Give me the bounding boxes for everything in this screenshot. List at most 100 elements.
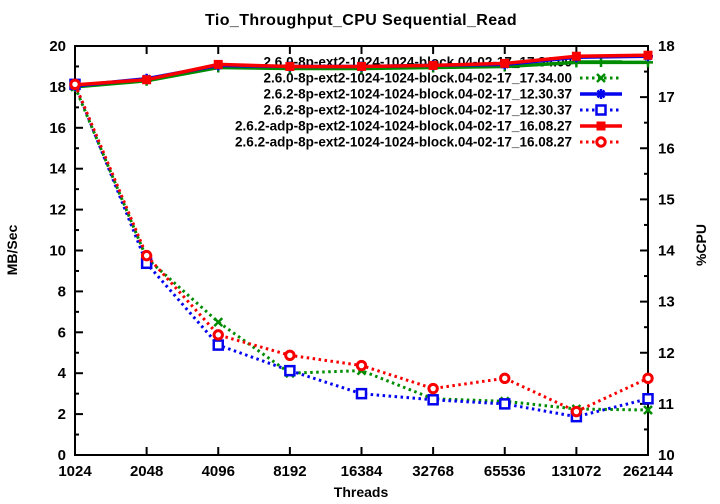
legend-label: 2.6.2-adp-8p-ext2-1024-1024-block.04-02-… (235, 119, 572, 134)
open-circle-marker-glyph (570, 405, 583, 418)
legend-label: 2.6.2-adp-8p-ext2-1024-1024-block.04-02-… (235, 135, 572, 150)
y-tick-label: 18 (49, 79, 66, 96)
square-filled-marker (596, 121, 606, 131)
open-circle-marker-glyph (69, 78, 81, 91)
x-tick-label: 65536 (484, 463, 526, 480)
cross-marker-glyph (596, 73, 606, 83)
open-square-marker-glyph (284, 364, 296, 377)
data-series (69, 50, 654, 423)
y-tick-label: 2 (58, 406, 66, 423)
chart-title: Tio_Throughput_CPU Sequential_Read (205, 12, 517, 29)
filled-square-marker-glyph (428, 60, 438, 70)
cross-marker-glyph (213, 317, 224, 327)
legend-entry: 2.6.2-8p-ext2-1024-1024-block.04-02-17_1… (264, 103, 622, 118)
open-circle-marker-glyph (212, 329, 224, 341)
y-tick-label: 20 (49, 38, 66, 55)
square-open-marker (427, 394, 439, 406)
filled-square-marker-glyph (142, 75, 152, 85)
square-open-marker (284, 364, 296, 377)
square-open-marker (499, 398, 511, 410)
y-tick-label: 6 (58, 324, 66, 341)
filled-square-marker-glyph (213, 59, 223, 69)
cross-marker (596, 73, 606, 83)
cross-marker (643, 405, 653, 415)
circle-open-marker (499, 372, 511, 385)
y-tick-label: 10 (49, 243, 66, 260)
y2-tick-label: 18 (658, 38, 675, 55)
filled-square-marker-glyph (285, 61, 295, 71)
y-tick-label: 0 (58, 447, 66, 464)
open-square-marker-glyph (212, 339, 224, 351)
y-tick-label: 8 (58, 283, 66, 300)
x-tick-label: 32768 (412, 463, 454, 480)
open-circle-marker-glyph (642, 372, 654, 385)
circle-open-marker (570, 405, 583, 418)
x-tick-label: 1024 (58, 463, 92, 480)
circle-open-marker (212, 329, 224, 341)
filled-square-marker-glyph (643, 50, 653, 60)
square-open-marker (212, 339, 224, 351)
asterisk-marker-glyph (596, 89, 606, 99)
open-circle-marker-glyph (499, 372, 511, 385)
legend-entry: 2.6.0-8p-ext2-1024-1024-block.04-02-17_1… (264, 71, 622, 86)
y2-axis-label: %CPU (693, 224, 709, 266)
y-tick-label: 4 (58, 365, 67, 382)
open-square-marker-glyph (427, 394, 439, 406)
open-square-marker-glyph (355, 387, 368, 400)
y-tick-label: 16 (49, 120, 66, 137)
open-square-marker-glyph (499, 398, 511, 410)
x-tick-label: 262144 (623, 463, 674, 480)
x-tick-label: 8192 (273, 463, 306, 480)
y2-tick-label: 13 (658, 294, 675, 311)
y2-tick-label: 17 (658, 89, 675, 106)
series-dotted-cpu (69, 78, 654, 418)
cross-marker (213, 317, 224, 327)
x-tick-label: 4096 (202, 463, 235, 480)
filled-square-marker-glyph (571, 51, 581, 61)
legend-entry: 2.6.2-adp-8p-ext2-1024-1024-block.04-02-… (235, 135, 622, 150)
square-open-marker (642, 393, 654, 405)
square-filled-marker (500, 58, 510, 68)
square-filled-marker (571, 51, 581, 61)
y-tick-label: 14 (49, 161, 66, 178)
open-circle-marker-glyph (427, 382, 439, 395)
y2-tick-label: 10 (658, 447, 675, 464)
square-open-marker (595, 104, 607, 116)
square-filled-marker (142, 75, 152, 85)
y2-tick-label: 16 (658, 140, 675, 157)
y2-tick-label: 15 (658, 191, 675, 208)
square-filled-marker (285, 61, 295, 71)
circle-open-marker (595, 136, 607, 148)
axis-ticks: 1024 2048 4096 8192 16384 32768 65536 131072 262… (49, 38, 675, 480)
open-circle-marker-glyph (284, 349, 296, 362)
y2-tick-label: 12 (658, 345, 675, 362)
cross-marker-glyph (643, 405, 653, 415)
open-square-marker-glyph (595, 104, 607, 116)
filled-square-marker-glyph (596, 121, 606, 131)
circle-open-marker (427, 382, 439, 395)
square-open-marker (355, 387, 368, 400)
circle-open-marker (140, 249, 153, 262)
y2-tick-label: 11 (658, 396, 674, 413)
legend-label: 2.6.2-8p-ext2-1024-1024-block.04-02-17_1… (264, 87, 572, 102)
open-circle-marker-glyph (595, 136, 607, 148)
circle-open-marker (284, 349, 296, 362)
square-filled-marker (643, 50, 653, 60)
legend-entry: 2.6.2-8p-ext2-1024-1024-block.04-02-17_1… (264, 87, 622, 102)
circle-open-marker (355, 359, 368, 372)
filled-square-marker-glyph (357, 61, 366, 71)
asterisk-marker (596, 89, 606, 99)
y-tick-label: 12 (49, 202, 66, 219)
y-axis-label: MB/Sec (4, 225, 20, 276)
circle-open-marker (642, 372, 654, 385)
open-square-marker-glyph (642, 393, 654, 405)
legend-label: 2.6.2-8p-ext2-1024-1024-block.04-02-17_1… (264, 103, 572, 118)
y2-tick-label: 14 (658, 243, 675, 260)
x-tick-label: 131072 (551, 463, 601, 480)
x-axis-label: Threads (334, 484, 389, 500)
legend-entry: 2.6.2-adp-8p-ext2-1024-1024-block.04-02-… (235, 119, 622, 134)
x-tick-label: 2048 (130, 463, 163, 480)
square-filled-marker (428, 60, 438, 70)
legend-label: 2.6.0-8p-ext2-1024-1024-block.04-02-17_1… (264, 71, 572, 86)
